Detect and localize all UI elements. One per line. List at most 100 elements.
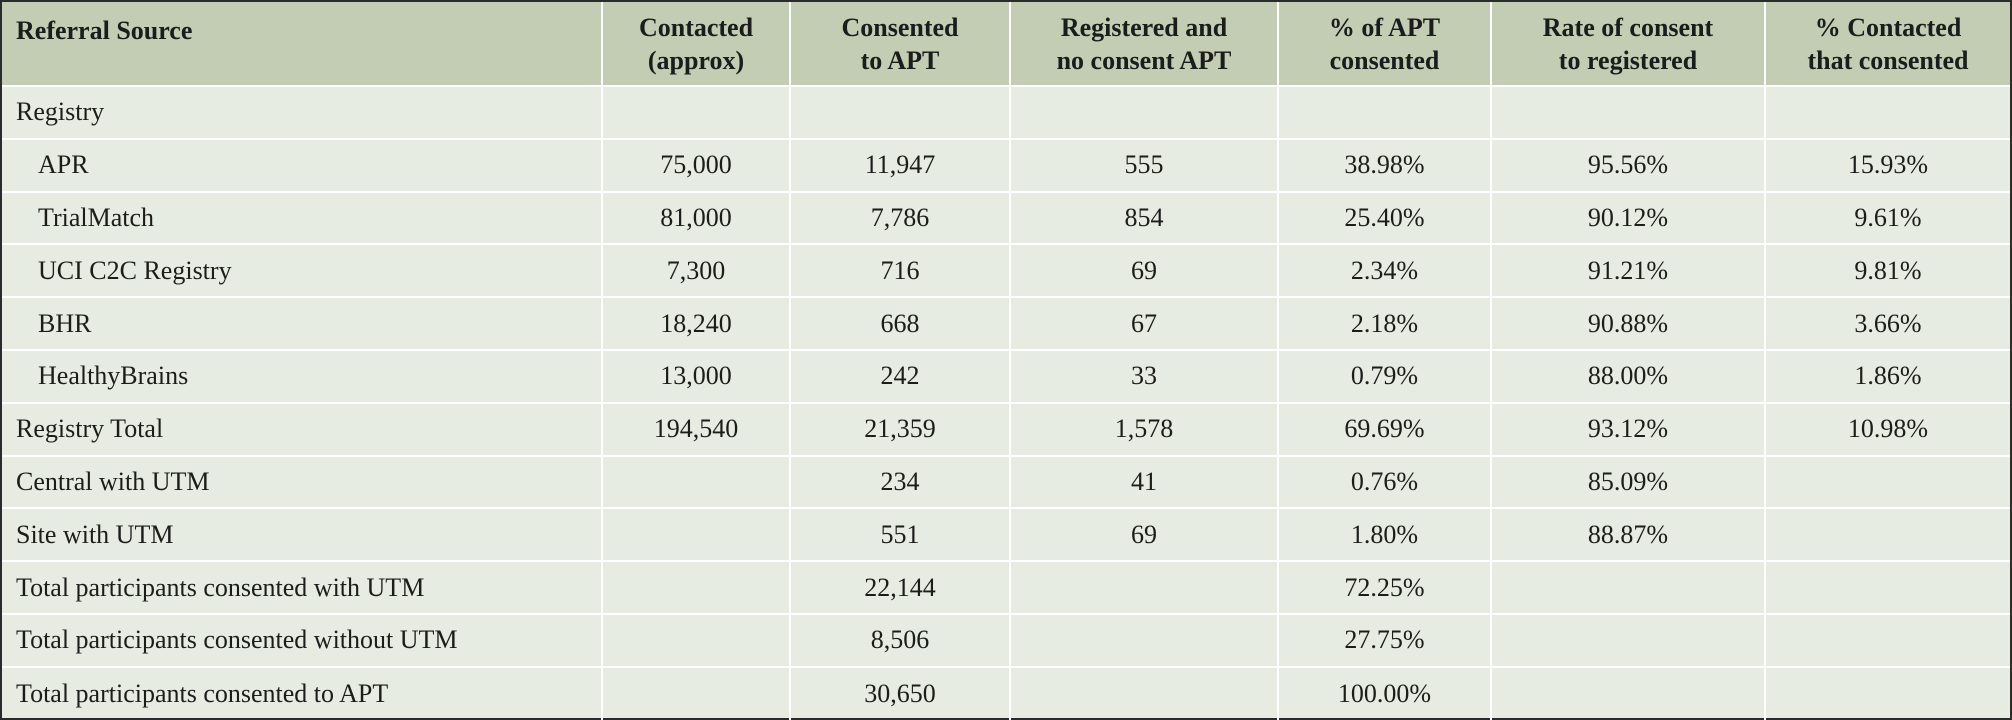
consented-cell: 668	[789, 296, 1010, 350]
pct-apt-cell: 0.79%	[1277, 348, 1491, 403]
registered-cell: 67	[1009, 296, 1278, 350]
registered-cell	[1009, 612, 1278, 667]
table-row: Site with UTM 551 69 1.80% 88.87%	[2, 507, 2010, 562]
registered-cell: 555	[1009, 137, 1278, 192]
header-referral-source-text: Referral Source	[16, 16, 193, 45]
contacted-cell	[601, 454, 790, 509]
source-cell: Total participants consented without UTM	[2, 612, 602, 667]
consented-cell: 7,786	[789, 190, 1010, 245]
rate-cell	[1490, 612, 1765, 667]
contacted-cell: 194,540	[601, 401, 790, 456]
contacted-cell: 81,000	[601, 190, 790, 245]
rate-cell: 85.09%	[1490, 454, 1765, 509]
source-cell: HealthyBrains	[2, 348, 602, 403]
registered-cell: 33	[1009, 348, 1278, 403]
header-contacted: Contacted (approx)	[601, 2, 790, 86]
header-consented-line2: to APT	[860, 45, 940, 75]
header-pct-apt-line2: consented	[1329, 45, 1440, 75]
rate-cell: 88.87%	[1490, 507, 1765, 562]
pct-contacted-cell	[1764, 665, 2010, 720]
pct-contacted-cell	[1764, 507, 2010, 562]
consented-cell: 8,506	[789, 612, 1010, 667]
source-cell: Total participants consented to APT	[2, 665, 602, 720]
consented-cell: 551	[789, 507, 1010, 562]
header-consented: Consented to APT	[789, 2, 1010, 86]
source-cell: Registry Total	[2, 401, 602, 456]
pct-contacted-cell: 10.98%	[1764, 401, 2010, 456]
header-registered-line1: Registered and	[1060, 12, 1228, 42]
rate-cell: 90.88%	[1490, 296, 1765, 350]
table-row: HealthyBrains 13,000 242 33 0.79% 88.00% 1.86%	[2, 348, 2010, 403]
rate-cell: 93.12%	[1490, 401, 1765, 456]
rate-cell: 91.21%	[1490, 243, 1765, 298]
table-row: UCI C2C Registry 7,300 716 69 2.34% 91.21% 9.8…	[2, 243, 2010, 298]
table-header: Referral Source Contacted (approx) Consen…	[2, 2, 2010, 86]
pct-apt-cell	[1277, 85, 1491, 139]
table-row: Registry Total 194,540 21,359 1,578 69.69% 93…	[2, 401, 2010, 456]
table-row: Total participants consented to APT 30,65…	[2, 665, 2010, 720]
rate-cell: 90.12%	[1490, 190, 1765, 245]
header-pct-contacted-line2: that consented	[1807, 45, 1969, 75]
header-pct-apt: % of APT consented	[1277, 2, 1491, 86]
pct-apt-cell: 27.75%	[1277, 612, 1491, 667]
contacted-cell: 7,300	[601, 243, 790, 298]
pct-apt-cell: 2.34%	[1277, 243, 1491, 298]
table-row: Total participants consented with UTM 22,…	[2, 560, 2010, 614]
header-consented-line1: Consented	[841, 12, 959, 42]
table-row: Registry	[2, 85, 2010, 139]
contacted-cell	[601, 85, 790, 139]
consented-cell	[789, 85, 1010, 139]
pct-apt-cell: 2.18%	[1277, 296, 1491, 350]
rate-cell: 88.00%	[1490, 348, 1765, 403]
source-cell: Total participants consented with UTM	[2, 560, 602, 614]
contacted-cell: 18,240	[601, 296, 790, 350]
consented-cell: 242	[789, 348, 1010, 403]
pct-apt-cell: 0.76%	[1277, 454, 1491, 509]
source-cell: BHR	[2, 296, 602, 350]
pct-contacted-cell: 1.86%	[1764, 348, 2010, 403]
source-cell: TrialMatch	[2, 190, 602, 245]
rate-cell	[1490, 560, 1765, 614]
registered-cell: 1,578	[1009, 401, 1278, 456]
pct-apt-cell: 25.40%	[1277, 190, 1491, 245]
header-rate: Rate of consent to registered	[1490, 2, 1765, 86]
header-contacted-line2: (approx)	[647, 45, 745, 75]
registered-cell	[1009, 560, 1278, 614]
header-pct-contacted-line1: % Contacted	[1814, 12, 1962, 42]
contacted-cell	[601, 507, 790, 562]
registered-cell	[1009, 665, 1278, 720]
rate-cell: 95.56%	[1490, 137, 1765, 192]
contacted-cell: 75,000	[601, 137, 790, 192]
table-row: TrialMatch 81,000 7,786 854 25.40% 90.12% 9.61…	[2, 190, 2010, 245]
consented-cell: 30,650	[789, 665, 1010, 720]
header-contacted-line1: Contacted	[638, 12, 754, 42]
header-registered: Registered and no consent APT	[1009, 2, 1278, 86]
table-row: Total participants consented without UTM…	[2, 612, 2010, 667]
header-referral-source: Referral Source	[2, 2, 602, 86]
registered-cell	[1009, 85, 1278, 139]
registered-cell: 69	[1009, 243, 1278, 298]
source-cell: Central with UTM	[2, 454, 602, 509]
pct-contacted-cell	[1764, 612, 2010, 667]
rate-cell	[1490, 85, 1765, 139]
contacted-cell	[601, 612, 790, 667]
pct-contacted-cell: 15.93%	[1764, 137, 2010, 192]
pct-apt-cell: 100.00%	[1277, 665, 1491, 720]
source-cell: APR	[2, 137, 602, 192]
header-row: Referral Source Contacted (approx) Consen…	[2, 2, 2010, 86]
consented-cell: 22,144	[789, 560, 1010, 614]
pct-apt-cell: 69.69%	[1277, 401, 1491, 456]
pct-contacted-cell	[1764, 560, 2010, 614]
source-cell: Site with UTM	[2, 507, 602, 562]
pct-contacted-cell: 9.81%	[1764, 243, 2010, 298]
pct-contacted-cell: 9.61%	[1764, 190, 2010, 245]
consented-cell: 21,359	[789, 401, 1010, 456]
source-cell: UCI C2C Registry	[2, 243, 602, 298]
rate-cell	[1490, 665, 1765, 720]
pct-contacted-cell	[1764, 85, 2010, 139]
table-body: Registry APR 75,000 11,947 555 38.98% 95.56% 15…	[2, 85, 2010, 720]
contacted-cell	[601, 560, 790, 614]
header-pct-apt-line1: % of APT	[1328, 12, 1441, 42]
header-rate-line1: Rate of consent	[1542, 12, 1714, 42]
